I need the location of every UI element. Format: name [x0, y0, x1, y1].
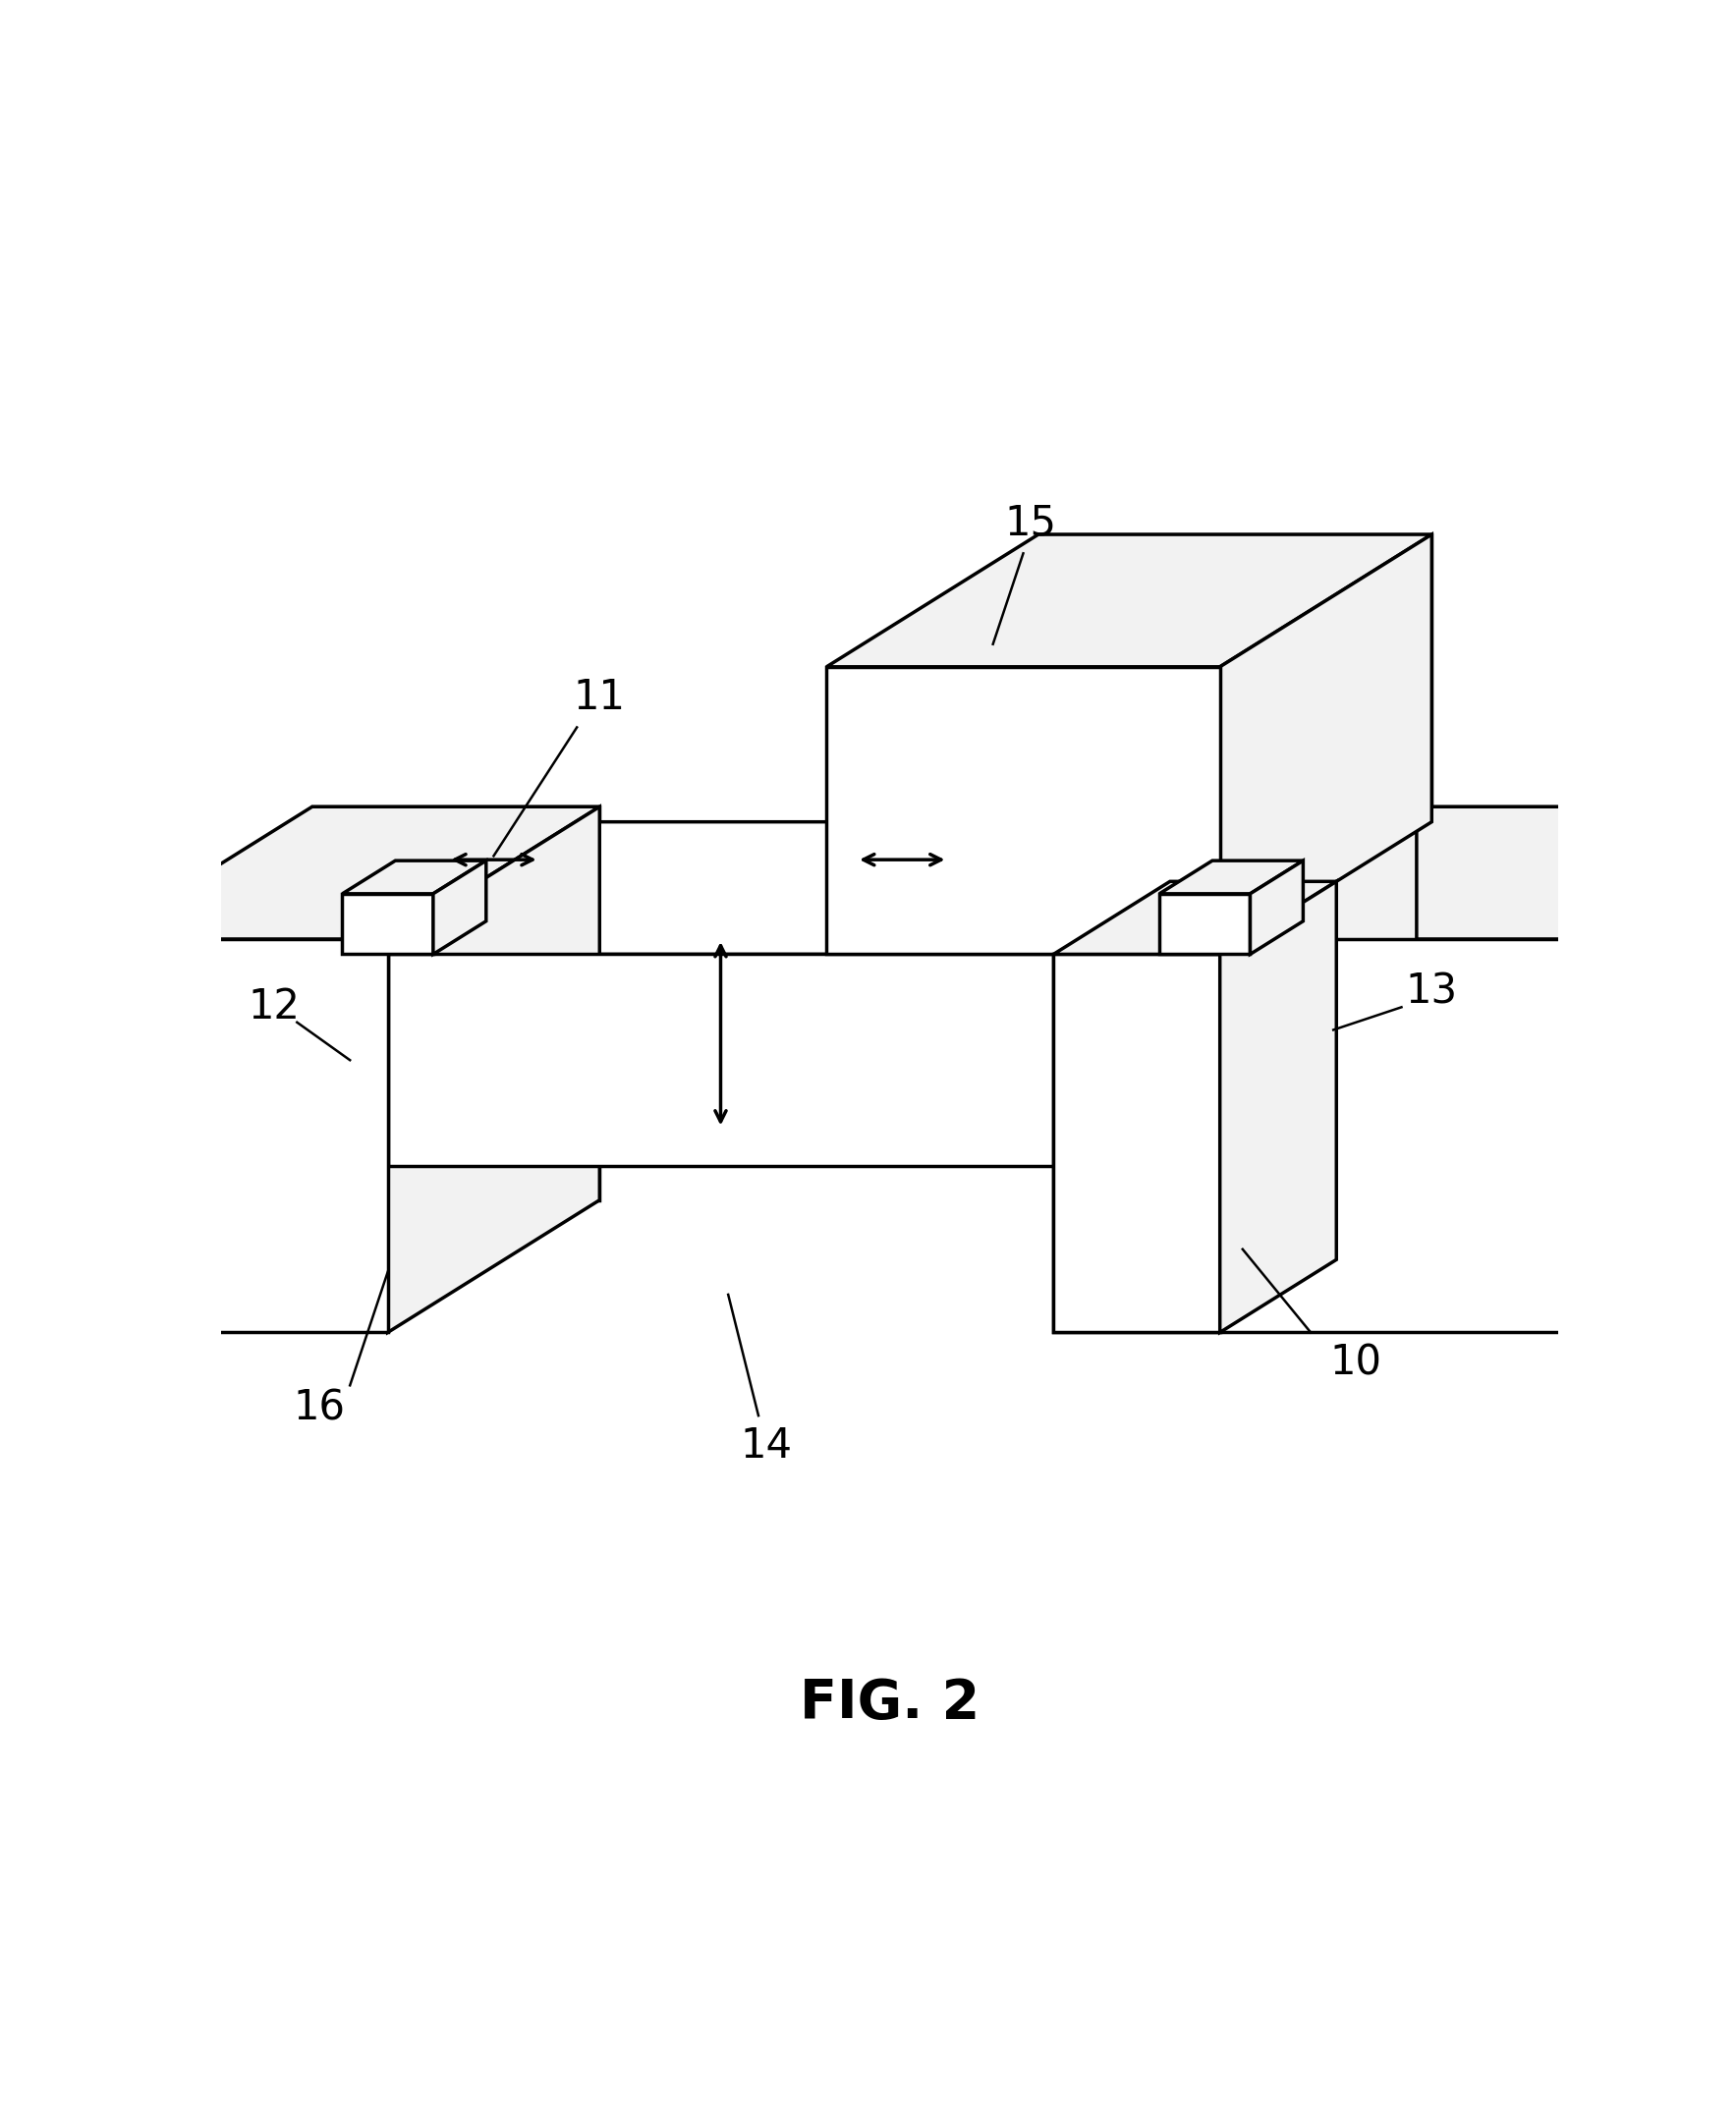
Polygon shape [342, 860, 486, 894]
Polygon shape [1160, 894, 1250, 953]
Polygon shape [1054, 939, 1621, 1333]
Polygon shape [1160, 860, 1304, 894]
Polygon shape [826, 666, 1220, 953]
Polygon shape [464, 833, 590, 1200]
Polygon shape [312, 833, 590, 913]
Polygon shape [1205, 823, 1417, 1166]
Text: 11: 11 [573, 677, 625, 717]
Text: 15: 15 [1005, 502, 1057, 544]
Polygon shape [1220, 882, 1337, 1333]
Polygon shape [312, 808, 599, 1200]
Polygon shape [101, 939, 387, 1333]
Polygon shape [1250, 860, 1304, 953]
Polygon shape [1621, 808, 1736, 1333]
Polygon shape [434, 860, 486, 953]
Text: 14: 14 [740, 1426, 792, 1466]
Polygon shape [387, 953, 1205, 1166]
Polygon shape [101, 808, 599, 939]
Polygon shape [1054, 882, 1337, 953]
Polygon shape [1220, 534, 1432, 953]
Polygon shape [342, 894, 434, 953]
Text: 13: 13 [1406, 972, 1458, 1012]
Polygon shape [387, 808, 599, 1333]
Polygon shape [1054, 953, 1220, 1333]
Polygon shape [1038, 534, 1432, 823]
Polygon shape [1054, 808, 1736, 939]
Text: 12: 12 [248, 987, 300, 1027]
Polygon shape [1266, 808, 1736, 1200]
Text: 16: 16 [293, 1388, 345, 1428]
Polygon shape [826, 534, 1432, 666]
Polygon shape [312, 913, 464, 1200]
Text: FIG. 2: FIG. 2 [799, 1677, 979, 1729]
Polygon shape [387, 823, 1417, 953]
Text: 10: 10 [1330, 1341, 1382, 1384]
